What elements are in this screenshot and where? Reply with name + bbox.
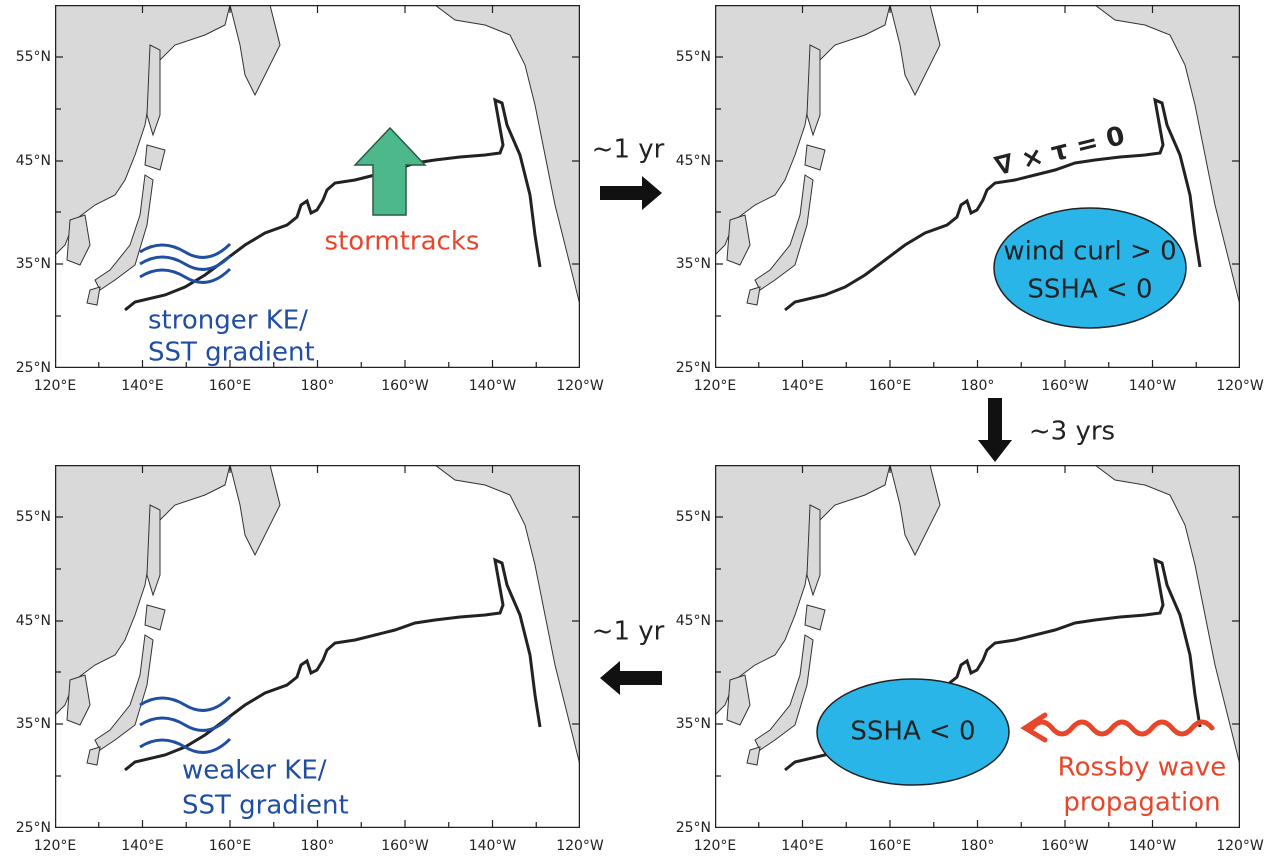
arrow-label: ~3 yrs [1029, 417, 1115, 447]
lat-label: 25°N [676, 820, 711, 836]
lon-label: 160°W [1041, 838, 1089, 854]
annotation: SST gradient [182, 791, 349, 821]
lat-label: 25°N [676, 360, 711, 376]
lon-label: 120°W [556, 838, 604, 854]
lon-label: 160°E [869, 838, 912, 854]
map-panels: 55°N 45°N 35°N 25°N 120°E 140°E 160°E 180° 160°W… [16, 5, 1264, 854]
lon-label: 140°W [469, 378, 517, 394]
time-arrow [978, 398, 1012, 462]
lat-label: 45°N [16, 153, 51, 169]
lon-label: 140°E [781, 378, 824, 394]
stormtrack-arrow [353, 126, 427, 216]
lon-label: 180° [301, 378, 335, 394]
map [715, 5, 1240, 368]
lat-label: 35°N [16, 716, 51, 732]
rossby-wave-arrow [1020, 712, 1215, 743]
ke-waves [139, 695, 232, 754]
arrow-label: ~1 yr [592, 617, 665, 647]
lat-label: 35°N [16, 256, 51, 272]
annotation: wind curl > 0 [1003, 237, 1176, 267]
ssha-ellipse [993, 207, 1187, 329]
ke-waves [139, 242, 232, 284]
annotation: propagation [1063, 788, 1220, 818]
arrow-label: ~1 yr [592, 135, 665, 165]
lat-label: 55°N [16, 49, 51, 65]
annotation: SSHA < 0 [1027, 275, 1152, 305]
lon-label: 160°W [1041, 378, 1089, 394]
lat-label: 35°N [676, 716, 711, 732]
lat-label: 25°N [16, 820, 51, 836]
lon-label: 180° [961, 378, 995, 394]
time-arrow [600, 176, 662, 210]
lon-label: 140°W [1129, 378, 1177, 394]
lon-label: 180° [301, 838, 335, 854]
lat-label: 45°N [676, 153, 711, 169]
lat-label: 35°N [676, 256, 711, 272]
lat-label: 45°N [16, 613, 51, 629]
annotation: SSHA < 0 [850, 717, 975, 747]
annotation: weaker KE/ [182, 756, 327, 786]
lon-label: 160°E [869, 378, 912, 394]
lon-label: 180° [961, 838, 995, 854]
lon-label: 160°E [209, 378, 252, 394]
lon-label: 140°W [1129, 838, 1177, 854]
lat-label: 25°N [16, 360, 51, 376]
lon-label: 120°W [1216, 378, 1264, 394]
lon-label: 120°E [694, 838, 737, 854]
annotation: stormtracks [325, 227, 480, 257]
lon-label: 120°E [34, 838, 77, 854]
lon-label: 140°E [781, 838, 824, 854]
map [55, 5, 580, 368]
lon-label: 160°W [381, 838, 429, 854]
lat-label: 55°N [16, 509, 51, 525]
lon-label: 120°E [34, 378, 77, 394]
time-arrow [600, 661, 662, 695]
lat-label: 55°N [676, 509, 711, 525]
lon-label: 160°W [381, 378, 429, 394]
lon-label: 140°E [121, 838, 164, 854]
annotation: stronger KE/ [148, 306, 308, 336]
annotation: SST gradient [148, 338, 315, 368]
annotation: Rossby wave [1058, 753, 1227, 783]
lon-label: 160°E [209, 838, 252, 854]
lon-label: 140°E [121, 378, 164, 394]
lon-label: 120°E [694, 378, 737, 394]
lon-label: 120°W [1216, 838, 1264, 854]
lat-label: 45°N [676, 613, 711, 629]
lon-label: 120°W [556, 378, 604, 394]
ssha-ellipse [816, 678, 1010, 786]
lon-label: 140°W [469, 838, 517, 854]
lat-label: 55°N [676, 49, 711, 65]
